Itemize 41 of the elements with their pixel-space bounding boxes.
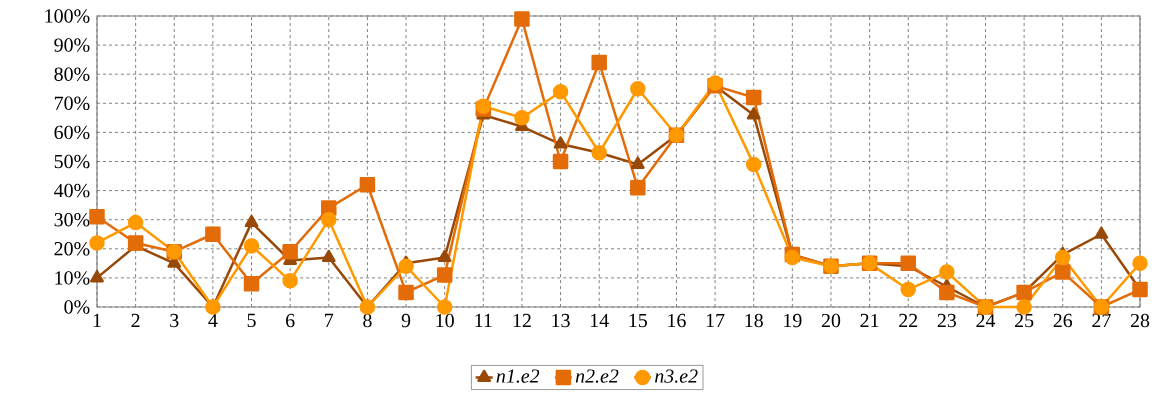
y-tick-label: 100%	[45, 9, 90, 23]
y-tick-label: 60%	[54, 125, 90, 140]
legend-label: n2.e2	[575, 369, 619, 383]
x-tick-label: 14	[590, 313, 609, 327]
x-tick-label: 23	[937, 313, 957, 328]
x-tick-label: 27	[1092, 313, 1111, 328]
x-tick-label: 20	[821, 313, 841, 328]
x-tick-label: 13	[552, 313, 570, 328]
y-tick-label: 40%	[54, 183, 90, 198]
x-tick-label: 9	[401, 313, 411, 328]
x-tick-label: 2	[131, 313, 140, 328]
x-tick-label: 3	[170, 313, 179, 328]
x-tick-label: 24	[976, 313, 996, 328]
x-tick-label: 26	[1053, 313, 1073, 328]
x-tick-label: 15	[629, 313, 647, 328]
x-tick-label: 5	[247, 313, 256, 328]
x-tick-label: 19	[784, 313, 802, 328]
y-tick-label: 80%	[54, 67, 90, 81]
y-tick-label: 50%	[54, 154, 90, 169]
y-tick-label: 0%	[64, 300, 90, 314]
legend-label: n3.e2	[655, 369, 698, 383]
x-tick-label: 10	[436, 313, 454, 328]
x-tick-label: 17	[706, 313, 725, 327]
y-tick-label: 20%	[54, 242, 90, 256]
x-tick-label: 18	[745, 313, 763, 328]
legend-label: n1.e2	[496, 369, 540, 383]
y-tick-label: 90%	[54, 38, 90, 52]
y-tick-label: 10%	[55, 271, 90, 285]
x-tick-label: 7	[325, 313, 334, 327]
x-tick-label: 21	[860, 313, 879, 328]
x-tick-label: 6	[286, 313, 295, 328]
x-tick-label: 22	[899, 313, 918, 328]
x-tick-label: 11	[475, 313, 492, 327]
x-tick-label: 16	[668, 313, 686, 328]
x-tick-label: 25	[1015, 313, 1034, 328]
x-tick-label: 4	[208, 313, 218, 327]
y-tick-label: 70%	[54, 96, 90, 111]
x-tick-label: 28	[1130, 313, 1150, 328]
x-tick-label: 8	[363, 313, 372, 328]
x-tick-label: 1	[93, 313, 101, 327]
x-tick-label: 12	[513, 313, 531, 328]
